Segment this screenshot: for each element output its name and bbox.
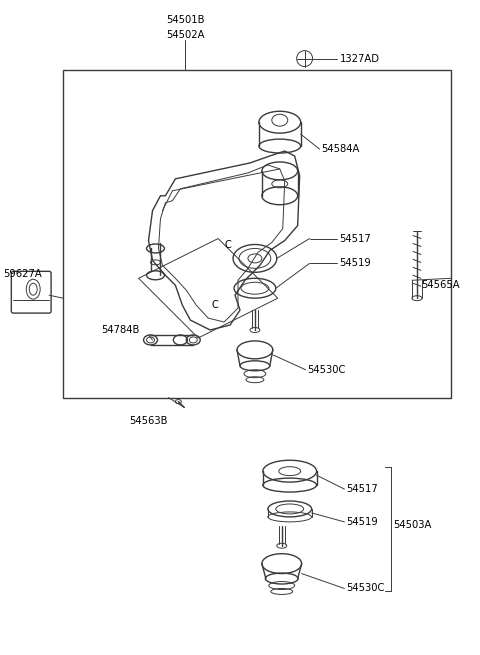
Text: 59627A: 59627A: [3, 269, 42, 279]
Text: 54530C: 54530C: [347, 584, 385, 593]
Text: 54517: 54517: [347, 484, 378, 494]
Text: 54784B: 54784B: [101, 325, 139, 335]
Text: 54519: 54519: [339, 258, 371, 269]
Text: C: C: [212, 300, 218, 310]
Text: 54565A: 54565A: [421, 280, 459, 290]
Text: 54530C: 54530C: [308, 365, 346, 375]
Text: C: C: [225, 240, 231, 250]
Text: 54584A: 54584A: [322, 144, 360, 154]
Text: 54502A: 54502A: [166, 29, 204, 40]
Text: 54517: 54517: [339, 234, 371, 244]
Text: 54519: 54519: [347, 517, 378, 527]
Bar: [63, 69, 451, 398]
Text: 54563B: 54563B: [129, 417, 168, 426]
Text: 54503A: 54503A: [393, 520, 432, 530]
Text: 54501B: 54501B: [166, 15, 204, 25]
Text: 1327AD: 1327AD: [339, 54, 379, 64]
